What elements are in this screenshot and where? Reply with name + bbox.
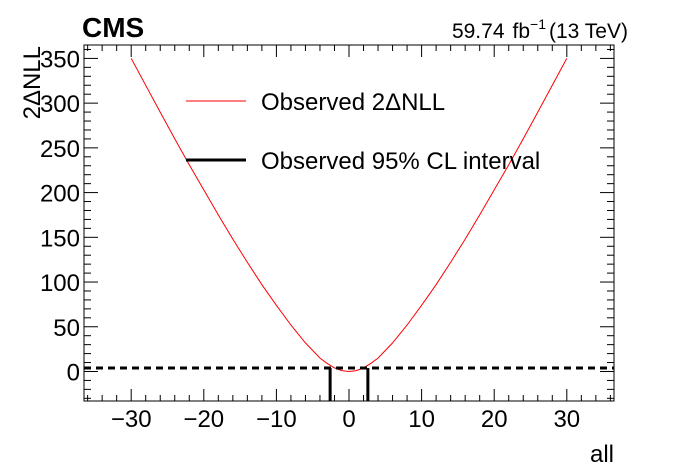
x-axis-title: all	[590, 441, 614, 468]
x-tick-label: 0	[342, 406, 355, 433]
axis-ticks	[84, 45, 614, 401]
x-tick-label: 10	[408, 406, 435, 433]
y-tick-label: 350	[40, 46, 80, 73]
lumi-value: 59.74	[452, 20, 505, 43]
x-tick-label: 30	[553, 406, 580, 433]
y-tick-label: 50	[53, 315, 80, 342]
lumi-unit: fb	[513, 20, 531, 43]
legend-label-nll: Observed 2ΔNLL	[261, 89, 445, 116]
legend: Observed 2ΔNLL Observed 95% CL interval	[186, 89, 540, 175]
y-tick-label: 0	[67, 359, 80, 386]
plot-area	[84, 58, 614, 401]
energy-label: (13 TeV)	[549, 20, 628, 43]
nll-curve	[130, 58, 568, 373]
x-tick-label: −10	[256, 406, 297, 433]
experiment-label: CMS	[82, 12, 144, 43]
y-tick-label: 100	[40, 270, 80, 297]
lumi-exponent: −1	[530, 16, 546, 32]
x-tick-label: −20	[183, 406, 224, 433]
y-tick-label: 250	[40, 136, 80, 163]
y-tick-label: 150	[40, 225, 80, 252]
y-tick-label: 200	[40, 181, 80, 208]
y-axis-title: 2ΔNLL	[19, 46, 46, 119]
x-tick-label: −30	[111, 406, 152, 433]
lumi-label: 59.74 fb−1 (13 TeV)	[452, 16, 628, 43]
legend-label-interval: Observed 95% CL interval	[261, 148, 540, 175]
x-tick-label: 20	[481, 406, 508, 433]
y-tick-label: 300	[40, 91, 80, 118]
